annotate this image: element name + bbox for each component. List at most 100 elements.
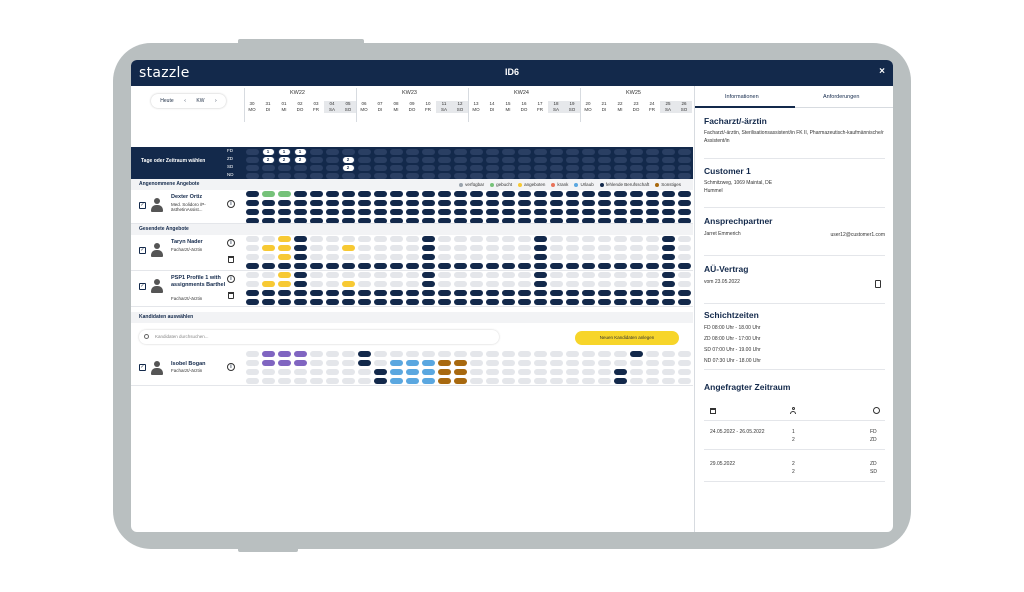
shift-cell[interactable] bbox=[469, 369, 483, 375]
shift-cell[interactable] bbox=[453, 254, 467, 260]
shift-cell[interactable] bbox=[629, 236, 643, 242]
band-slot[interactable] bbox=[629, 156, 643, 163]
next-week-icon[interactable]: › bbox=[215, 98, 217, 104]
shift-cell[interactable] bbox=[501, 272, 515, 278]
shift-cell[interactable] bbox=[277, 290, 291, 296]
band-slot[interactable] bbox=[501, 148, 515, 155]
shift-cell[interactable] bbox=[453, 272, 467, 278]
tab-informationen[interactable]: Informationen bbox=[725, 94, 759, 100]
shift-cell[interactable] bbox=[309, 254, 323, 260]
shift-cell[interactable] bbox=[661, 281, 675, 287]
shift-cell[interactable] bbox=[421, 254, 435, 260]
shift-cell[interactable] bbox=[309, 236, 323, 242]
shift-cell[interactable] bbox=[661, 290, 675, 296]
shift-cell[interactable] bbox=[437, 360, 451, 366]
band-slot[interactable] bbox=[501, 164, 515, 171]
band-slot[interactable] bbox=[597, 172, 611, 179]
shift-cell[interactable] bbox=[533, 351, 547, 357]
shift-cell[interactable] bbox=[533, 299, 547, 305]
band-slot[interactable] bbox=[453, 172, 467, 179]
shift-cell[interactable] bbox=[421, 200, 435, 206]
shift-cell[interactable] bbox=[357, 360, 371, 366]
shift-cell[interactable] bbox=[485, 209, 499, 215]
band-slot[interactable] bbox=[581, 156, 595, 163]
band-slot[interactable] bbox=[645, 164, 659, 171]
shift-cell[interactable] bbox=[341, 191, 355, 197]
day-header[interactable]: 12 SO bbox=[452, 101, 468, 113]
shift-cell[interactable] bbox=[453, 351, 467, 357]
shift-cell[interactable] bbox=[437, 245, 451, 251]
shift-cell[interactable] bbox=[597, 200, 611, 206]
shift-cell[interactable] bbox=[661, 218, 675, 224]
shift-cell[interactable] bbox=[277, 378, 291, 384]
shift-cell[interactable] bbox=[293, 290, 307, 296]
shift-cell[interactable] bbox=[421, 209, 435, 215]
shift-cell[interactable] bbox=[661, 236, 675, 242]
shift-cell[interactable] bbox=[277, 191, 291, 197]
shift-cell[interactable] bbox=[405, 272, 419, 278]
checkbox[interactable]: ✓ bbox=[139, 247, 146, 254]
shift-cell[interactable] bbox=[293, 236, 307, 242]
day-header[interactable]: 04 SA bbox=[324, 101, 340, 113]
shift-cell[interactable] bbox=[469, 290, 483, 296]
shift-cell[interactable] bbox=[629, 369, 643, 375]
shift-cell[interactable] bbox=[373, 263, 387, 269]
shift-cell[interactable] bbox=[357, 290, 371, 296]
shift-cell[interactable] bbox=[357, 218, 371, 224]
shift-cell[interactable] bbox=[245, 360, 259, 366]
shift-cell[interactable] bbox=[677, 290, 691, 296]
shift-cell[interactable] bbox=[613, 200, 627, 206]
shift-cell[interactable] bbox=[549, 200, 563, 206]
day-header[interactable]: 18 SA bbox=[548, 101, 564, 113]
day-header[interactable]: 02 DO bbox=[292, 101, 308, 113]
band-slot[interactable] bbox=[309, 164, 323, 171]
band-slot[interactable] bbox=[533, 172, 547, 179]
shift-cell[interactable] bbox=[645, 369, 659, 375]
shift-cell[interactable] bbox=[389, 378, 403, 384]
shift-cell[interactable] bbox=[421, 245, 435, 251]
shift-cell[interactable] bbox=[341, 378, 355, 384]
shift-cell[interactable] bbox=[613, 360, 627, 366]
shift-cell[interactable] bbox=[501, 209, 515, 215]
band-slot[interactable] bbox=[405, 148, 419, 155]
shift-cell[interactable] bbox=[629, 263, 643, 269]
shift-cell[interactable] bbox=[309, 272, 323, 278]
shift-cell[interactable] bbox=[517, 290, 531, 296]
shift-cell[interactable] bbox=[405, 191, 419, 197]
band-slot[interactable] bbox=[661, 148, 675, 155]
candidate-name[interactable]: PSP1 Profile 1 with assignments Barthel bbox=[171, 275, 226, 288]
shift-cell[interactable] bbox=[437, 299, 451, 305]
band-slot[interactable] bbox=[485, 156, 499, 163]
band-slot[interactable] bbox=[341, 148, 355, 155]
shift-cell[interactable] bbox=[437, 369, 451, 375]
band-slot[interactable] bbox=[469, 148, 483, 155]
shift-cell[interactable] bbox=[533, 360, 547, 366]
shift-cell[interactable] bbox=[645, 254, 659, 260]
shift-cell[interactable] bbox=[661, 245, 675, 251]
shift-cell[interactable] bbox=[549, 281, 563, 287]
shift-cell[interactable] bbox=[245, 378, 259, 384]
shift-cell[interactable] bbox=[517, 378, 531, 384]
shift-cell[interactable] bbox=[485, 299, 499, 305]
shift-cell[interactable] bbox=[325, 378, 339, 384]
shift-cell[interactable] bbox=[645, 378, 659, 384]
shift-cell[interactable] bbox=[325, 209, 339, 215]
band-slot[interactable] bbox=[437, 164, 451, 171]
shift-cell[interactable] bbox=[453, 263, 467, 269]
shift-cell[interactable] bbox=[373, 378, 387, 384]
shift-cell[interactable] bbox=[293, 254, 307, 260]
shift-cell[interactable] bbox=[549, 254, 563, 260]
band-slot[interactable] bbox=[629, 164, 643, 171]
trash-icon[interactable] bbox=[228, 292, 234, 299]
shift-cell[interactable] bbox=[309, 360, 323, 366]
band-slot[interactable] bbox=[517, 156, 531, 163]
shift-cell[interactable] bbox=[357, 263, 371, 269]
shift-cell[interactable] bbox=[405, 236, 419, 242]
shift-cell[interactable] bbox=[293, 360, 307, 366]
day-header[interactable]: 03 FR bbox=[308, 101, 324, 113]
shift-cell[interactable] bbox=[325, 360, 339, 366]
shift-cell[interactable] bbox=[485, 263, 499, 269]
band-slot[interactable] bbox=[485, 164, 499, 171]
prev-week-icon[interactable]: ‹ bbox=[184, 98, 186, 104]
band-slot[interactable] bbox=[597, 148, 611, 155]
